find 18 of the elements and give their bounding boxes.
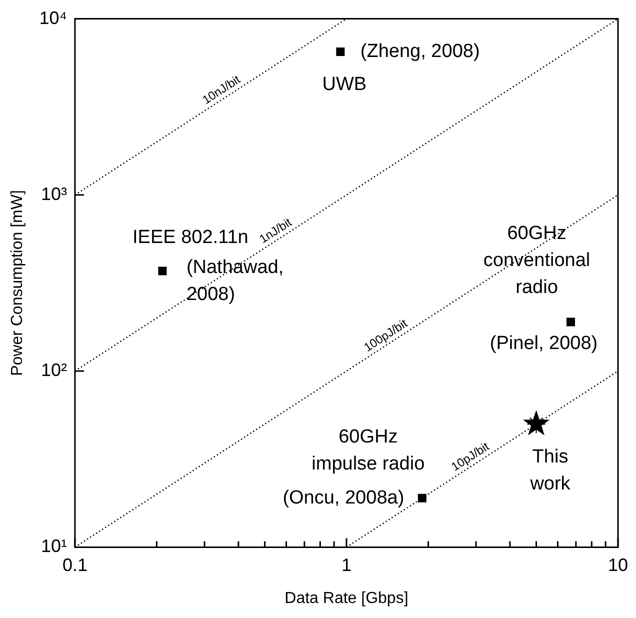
annotation: (Pinel, 2008) bbox=[490, 333, 598, 354]
annotation: (Oncu, 2008a) bbox=[282, 487, 404, 508]
y-tick-label: 10³ bbox=[40, 184, 67, 204]
y-axis-title: Power Consumption [mW] bbox=[9, 190, 26, 376]
x-axis-title: Data Rate [Gbps] bbox=[284, 590, 408, 607]
annotation: (Zheng, 2008) bbox=[360, 40, 480, 62]
y-tick-label: 10² bbox=[40, 360, 67, 380]
y-tick-label: 10⁴ bbox=[39, 8, 67, 28]
x-tick-label: 10 bbox=[608, 554, 628, 575]
x-tick-label: 1 bbox=[341, 554, 352, 575]
annotation: This work bbox=[529, 446, 571, 494]
x-tick-label: 0.1 bbox=[62, 554, 88, 575]
annotation: IEEE 802.11n bbox=[132, 227, 248, 248]
annotation: 60GHz conventional radio bbox=[483, 223, 590, 298]
annotation: 60GHz impulse radio bbox=[312, 426, 425, 474]
annotation: (Nathawad, 2008) bbox=[186, 257, 284, 306]
annotation: UWB bbox=[322, 74, 367, 95]
y-tick-label: 10¹ bbox=[40, 536, 67, 556]
